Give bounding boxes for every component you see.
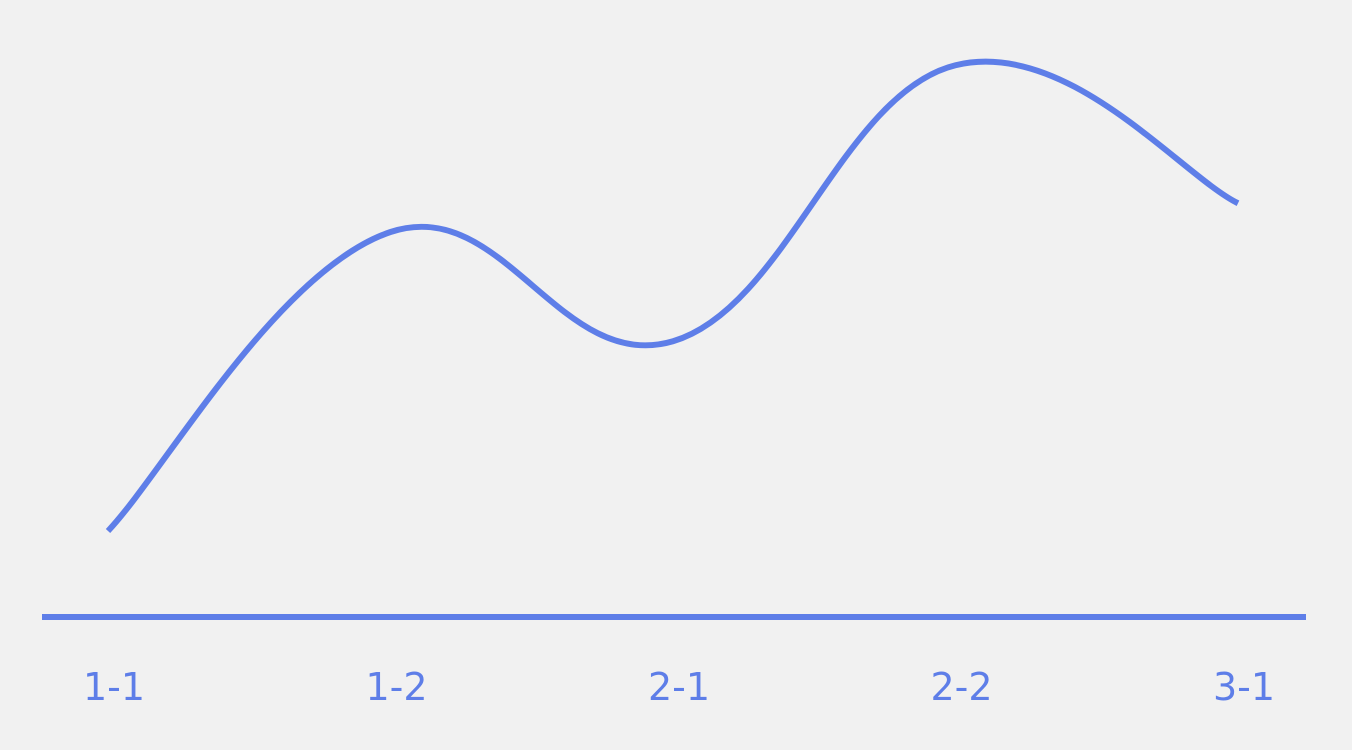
x-tick-label: 1-2 — [365, 665, 427, 709]
x-tick-label: 3-1 — [1213, 665, 1275, 709]
x-tick-label: 2-2 — [930, 665, 992, 709]
series-line-0 — [105, 58, 1240, 534]
x-tick-labels: 1-1 1-2 2-1 2-2 3-1 — [83, 665, 1275, 709]
x-tick-label: 1-1 — [83, 665, 145, 709]
x-tick-label: 2-1 — [648, 665, 710, 709]
series-layer — [105, 58, 1240, 534]
